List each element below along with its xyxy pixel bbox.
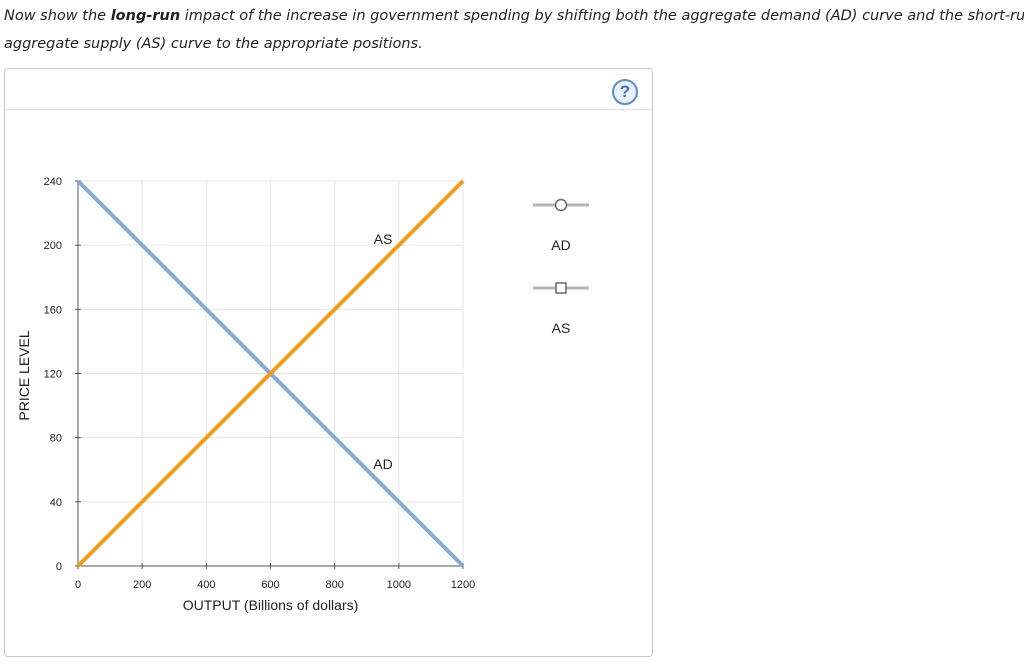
y-tick-label: 40	[50, 497, 62, 509]
instructions-line-1: Now show the long-run impact of the incr…	[4, 2, 1024, 30]
instructions-line-2: aggregate supply (AS) curve to the appro…	[4, 36, 423, 52]
chart-ticks: 0 200 400 600 800 1000 1200 0 40 80 120 160 200 240	[44, 176, 476, 591]
x-tick-label: 1200	[451, 579, 475, 591]
x-tick-label: 800	[325, 579, 343, 591]
y-axis-title: PRICE LEVEL	[16, 330, 32, 420]
chart-series: AD AS	[76, 179, 465, 568]
square-marker-icon	[555, 282, 567, 294]
x-tick-label: 600	[261, 579, 279, 591]
y-tick-label: 0	[56, 561, 62, 573]
instructions-text: Now show the	[4, 8, 111, 24]
x-tick-label: 200	[133, 579, 151, 591]
instructions: Now show the long-run impact of the incr…	[4, 2, 1024, 58]
help-icon[interactable]: ?	[612, 79, 638, 105]
as-curve[interactable]	[76, 179, 465, 568]
circle-marker-icon	[554, 198, 568, 212]
y-tick-label: 80	[50, 433, 62, 445]
instructions-emphasis: long-run	[110, 8, 181, 24]
y-tick-label: 200	[44, 240, 62, 252]
y-tick-label: 120	[44, 369, 62, 381]
instructions-text: impact of the increase in government spe…	[180, 8, 1024, 24]
x-tick-label: 1000	[387, 579, 411, 591]
drawing-palette: AD AS	[533, 198, 589, 336]
as-curve-label: AS	[374, 231, 393, 247]
x-tick-label: 0	[75, 579, 81, 591]
graph-panel: ?	[4, 68, 653, 657]
panel-header-divider	[5, 109, 652, 110]
x-tick-label: 400	[197, 579, 215, 591]
palette-tool-ad[interactable]: AD	[533, 198, 589, 254]
ad-curve-label: AD	[373, 456, 392, 472]
palette-tool-label: AD	[551, 237, 570, 253]
x-axis-title: OUTPUT (Billions of dollars)	[183, 597, 359, 613]
y-tick-label: 240	[44, 176, 62, 188]
y-tick-label: 160	[44, 304, 62, 316]
palette-tool-as[interactable]: AS	[533, 282, 589, 336]
palette-tool-label: AS	[552, 320, 571, 336]
